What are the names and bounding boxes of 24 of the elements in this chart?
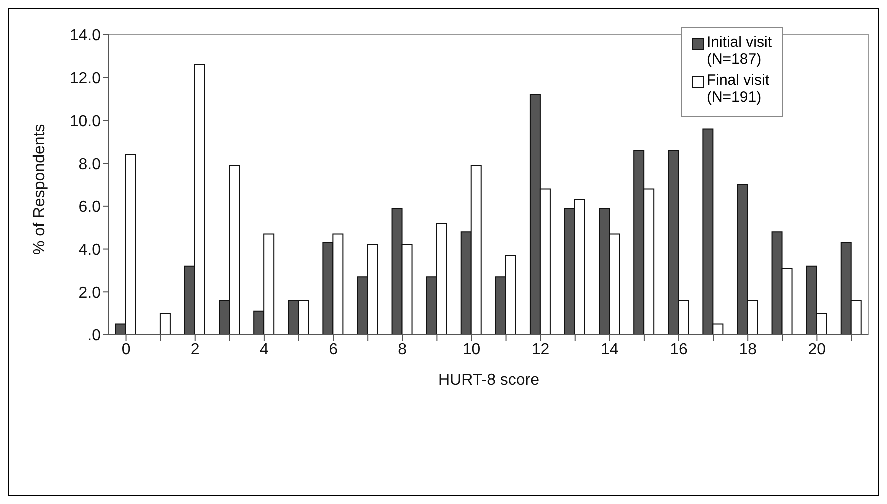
legend-label: Final visit (N=191) bbox=[706, 72, 770, 106]
x-tick-label: 10 bbox=[462, 341, 481, 358]
x-axis-title: HURT-8 score bbox=[438, 372, 540, 389]
x-tick-label: 4 bbox=[260, 341, 269, 358]
x-tick-label: 14 bbox=[601, 341, 619, 358]
y-tick-label: 10.0 bbox=[70, 113, 102, 130]
x-tick-label: 12 bbox=[532, 341, 550, 358]
y-tick-label: 2.0 bbox=[78, 284, 102, 302]
x-tick-label: 8 bbox=[398, 341, 408, 358]
x-tick-label: 18 bbox=[739, 341, 758, 358]
x-tick-label: 6 bbox=[329, 341, 338, 358]
y-tick-label: 6.0 bbox=[78, 199, 102, 216]
x-tick-label: 16 bbox=[670, 341, 688, 358]
y-tick-label: 14.0 bbox=[70, 28, 102, 45]
y-tick-label: 4.0 bbox=[78, 242, 102, 259]
x-tick-label: 2 bbox=[190, 341, 200, 358]
y-tick-label: 12.0 bbox=[70, 70, 102, 88]
y-tick-label: .0 bbox=[88, 328, 102, 345]
y-axis-title: % of Respondents bbox=[32, 124, 49, 255]
x-tick-label: 0 bbox=[122, 341, 131, 358]
y-tick-label: 8.0 bbox=[78, 156, 102, 174]
legend-label: Initial visit (N=187) bbox=[706, 34, 772, 68]
bar bbox=[160, 313, 171, 335]
x-tick-label: 20 bbox=[808, 341, 826, 358]
